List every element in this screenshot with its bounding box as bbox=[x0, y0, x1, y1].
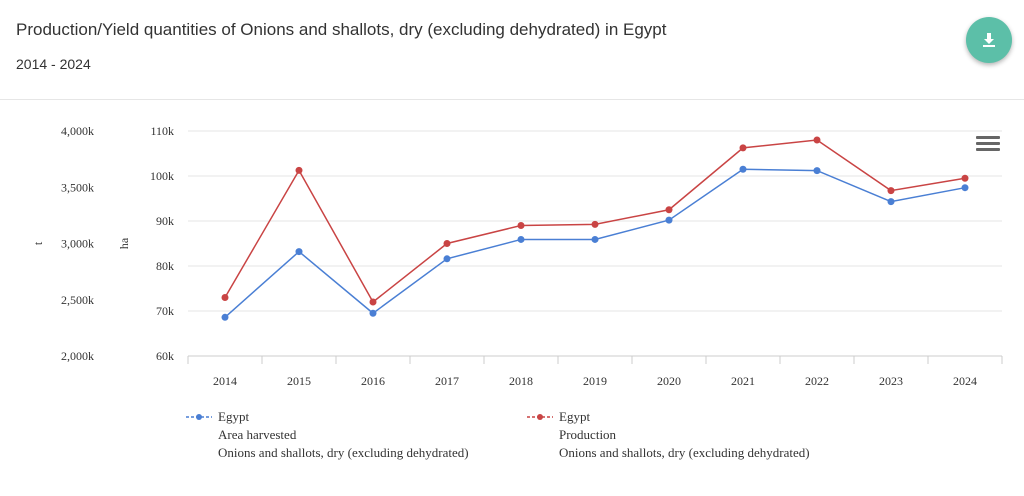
date-range: 2014 - 2024 bbox=[16, 56, 91, 72]
y-tick-label-ha: 90k bbox=[156, 214, 174, 228]
legend-production-name: Egypt bbox=[559, 409, 591, 424]
data-point-area-2015 bbox=[295, 248, 303, 256]
y-tick-label-ha: 60k bbox=[156, 349, 174, 363]
data-point-production-2018 bbox=[517, 222, 525, 229]
data-point-production-2016 bbox=[369, 298, 377, 306]
x-tick-label: 2020 bbox=[657, 374, 681, 388]
hamburger-menu-icon bbox=[976, 136, 1000, 139]
data-point-area-2021 bbox=[739, 165, 747, 173]
data-point-production-2014 bbox=[221, 294, 229, 301]
data-point-production-2017 bbox=[443, 240, 451, 247]
data-point-production-2023 bbox=[887, 187, 895, 195]
data-point-area-2023 bbox=[887, 198, 895, 206]
legend-production-element: Production bbox=[559, 427, 617, 442]
data-point-area-2019 bbox=[591, 235, 599, 243]
y-tick-label-ha: 100k bbox=[150, 169, 174, 183]
data-point-area-2022 bbox=[813, 167, 821, 175]
y-axis-title-ha: ha bbox=[117, 237, 131, 249]
data-point-area-2014 bbox=[221, 313, 229, 321]
data-point-area-2020 bbox=[665, 216, 673, 224]
data-point-area-2016 bbox=[369, 309, 377, 317]
legend-area-name: Egypt bbox=[218, 409, 250, 424]
x-tick-label: 2022 bbox=[805, 374, 829, 388]
legend-marker-production bbox=[527, 414, 553, 420]
data-point-production-2015 bbox=[295, 166, 303, 174]
data-point-production-2024 bbox=[961, 174, 969, 182]
data-point-production-2022 bbox=[813, 136, 821, 144]
x-tick-label: 2019 bbox=[583, 374, 607, 388]
y-tick-label-ha: 80k bbox=[156, 259, 174, 273]
data-point-production-2019 bbox=[591, 220, 599, 228]
x-tick-label: 2017 bbox=[435, 374, 459, 388]
x-tick-label: 2015 bbox=[287, 374, 311, 388]
data-point-area-2017 bbox=[443, 255, 451, 263]
data-point-production-2020 bbox=[665, 206, 673, 214]
data-point-area-2024 bbox=[961, 184, 969, 192]
y-axis-title-t: t bbox=[31, 241, 45, 245]
header-divider bbox=[0, 99, 1024, 100]
page-title: Production/Yield quantities of Onions an… bbox=[16, 20, 667, 39]
download-icon bbox=[983, 33, 995, 47]
y-tick-label-ha: 110k bbox=[150, 124, 174, 138]
x-tick-label: 2021 bbox=[731, 374, 755, 388]
y-tick-label-t: 2,000k bbox=[61, 349, 94, 363]
y-tick-label-ha: 70k bbox=[156, 304, 174, 318]
x-tick-label: 2016 bbox=[361, 374, 385, 388]
chart: 60k 70k 80k 90k 100k 110k 2,000k 2,500k 3,000k 3,… bbox=[31, 124, 1003, 388]
data-point-production-2021 bbox=[739, 144, 747, 152]
legend-item-production[interactable]: Egypt Production Onions and shallots, dr… bbox=[527, 408, 810, 462]
y-tick-label-t: 2,500k bbox=[61, 293, 94, 307]
data-point-area-2018 bbox=[517, 235, 525, 243]
legend-marker-area bbox=[186, 414, 212, 420]
series-line-area-harvested bbox=[224, 168, 966, 318]
legend-area-element: Area harvested bbox=[218, 427, 297, 442]
x-tick-label: 2018 bbox=[509, 374, 533, 388]
x-tick-label: 2014 bbox=[213, 374, 237, 388]
y-tick-label-t: 3,000k bbox=[61, 237, 94, 251]
legend-item-area-harvested[interactable]: Egypt Area harvested Onions and shallots… bbox=[186, 408, 469, 462]
download-button[interactable] bbox=[966, 17, 1012, 63]
chart-menu-button[interactable] bbox=[976, 136, 1000, 154]
x-tick-label: 2023 bbox=[879, 374, 903, 388]
y-tick-label-t: 4,000k bbox=[61, 124, 94, 138]
x-tick-label: 2024 bbox=[953, 374, 977, 388]
y-tick-label-t: 3,500k bbox=[61, 180, 94, 194]
legend-area-item: Onions and shallots, dry (excluding dehy… bbox=[218, 445, 469, 460]
legend-production-item: Onions and shallots, dry (excluding dehy… bbox=[559, 445, 810, 460]
